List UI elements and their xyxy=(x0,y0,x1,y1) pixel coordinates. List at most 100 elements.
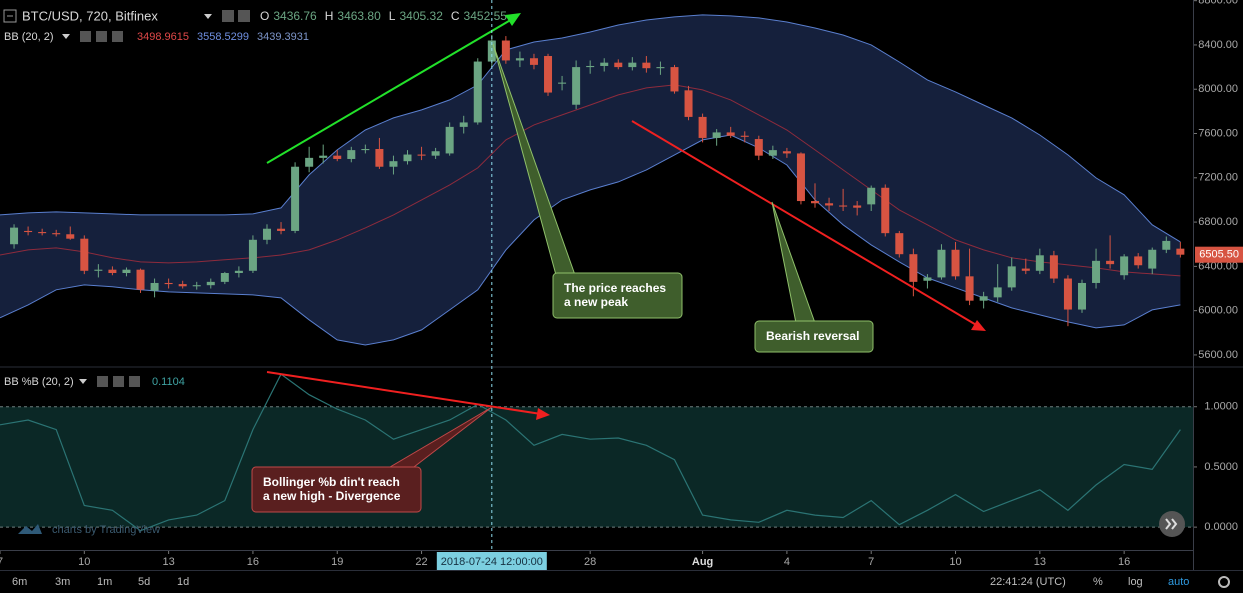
candle-body xyxy=(262,228,271,240)
candle-body xyxy=(234,270,243,274)
candle-body xyxy=(909,254,918,282)
candle-body xyxy=(1049,255,1058,279)
candle-body xyxy=(52,233,61,235)
candle-body xyxy=(487,40,496,62)
bb-value: 3439.3931 xyxy=(257,31,309,43)
range-button[interactable]: 5d xyxy=(138,576,150,588)
eye-icon[interactable] xyxy=(222,10,234,22)
candle-body xyxy=(1120,256,1129,276)
x-tick-label: 7 xyxy=(868,556,874,568)
candle-body xyxy=(319,155,328,158)
settings-icon[interactable] xyxy=(96,31,107,42)
x-tick-label: 10 xyxy=(78,556,90,568)
callout-text: Bearish reversal xyxy=(766,329,859,343)
eye-icon[interactable] xyxy=(97,376,108,387)
candle-body xyxy=(811,201,820,204)
candle-body xyxy=(291,166,300,231)
ohlc-values: O 3436.76 H 3463.80 L 3405.32 C 3452.55 xyxy=(260,9,507,23)
candle-body xyxy=(248,239,257,271)
settings-gear[interactable] xyxy=(1218,576,1230,588)
candle-body xyxy=(698,116,707,138)
header: BTC/USD, 720, Bitfinex O 3436.76 H 3463.80 L… xyxy=(3,8,507,388)
candle-body xyxy=(1063,278,1072,310)
dropdown-icon[interactable] xyxy=(79,379,87,384)
candle-body xyxy=(1148,249,1157,269)
candle-body xyxy=(178,284,187,287)
candle-body xyxy=(614,62,623,68)
option-button[interactable]: % xyxy=(1093,576,1103,588)
candle-body xyxy=(923,277,932,281)
callout-text: The price reaches xyxy=(564,281,666,295)
dropdown-icon[interactable] xyxy=(204,14,212,19)
candle-body xyxy=(80,238,89,271)
ohlc-key: L xyxy=(389,9,396,23)
candle-body xyxy=(1007,266,1016,288)
y-tick-label: 5600.00 xyxy=(1198,349,1238,361)
scroll-icon xyxy=(1165,518,1178,530)
range-button[interactable]: 3m xyxy=(55,576,70,588)
range-button[interactable]: 6m xyxy=(12,576,27,588)
bb-values: 3498.9615 3558.5299 3439.3931 xyxy=(137,31,309,43)
candle-body xyxy=(122,269,131,274)
callout-peak: The price reaches a new peak xyxy=(492,43,683,319)
callout-box xyxy=(251,466,422,513)
candle-body xyxy=(305,157,314,167)
x-tick-label: 10 xyxy=(949,556,961,568)
candle-body xyxy=(24,230,33,233)
candle-body xyxy=(839,205,848,207)
symbol[interactable]: BTC/USD, 720, Bitfinex xyxy=(22,8,158,23)
bb-value: 3558.5299 xyxy=(197,31,249,43)
candles-layer xyxy=(10,34,1185,327)
candle-body xyxy=(965,276,974,301)
ohlc-value: 3452.55 xyxy=(464,9,508,23)
candle-body xyxy=(544,56,553,93)
x-tick-label: 16 xyxy=(1118,556,1130,568)
option-button[interactable]: log xyxy=(1128,576,1143,588)
arrow-head xyxy=(505,13,521,26)
pb-legend-name[interactable]: BB %B (20, 2) xyxy=(4,376,74,388)
candle-body xyxy=(768,150,777,156)
callout-text: Bollinger %b din't reach xyxy=(263,475,400,489)
option-button[interactable]: auto xyxy=(1168,576,1189,588)
candle-body xyxy=(642,62,651,69)
y-tick-label: 1.0000 xyxy=(1204,401,1238,413)
candle-body xyxy=(1035,255,1044,271)
candle-body xyxy=(150,282,159,291)
candle-body xyxy=(445,126,454,154)
eye-icon[interactable] xyxy=(80,31,91,42)
remove-icon[interactable] xyxy=(129,376,140,387)
candle-body xyxy=(782,151,791,154)
bb-value: 3498.9615 xyxy=(137,31,189,43)
candle-body xyxy=(38,232,47,234)
candle-body xyxy=(459,122,468,127)
x-tick-label: 16 xyxy=(247,556,259,568)
candle-body xyxy=(10,227,19,245)
candle-body xyxy=(220,273,229,282)
bb-legend-name[interactable]: BB (20, 2) xyxy=(4,31,54,43)
trend-arrow xyxy=(266,17,515,164)
candle-body xyxy=(333,155,342,159)
y-tick-label: 8800.00 xyxy=(1198,0,1238,7)
range-button[interactable]: 1d xyxy=(177,576,189,588)
candle-body xyxy=(94,269,103,271)
scroll-button[interactable] xyxy=(1159,511,1185,537)
watermark[interactable]: charts by TradingView xyxy=(52,524,160,536)
ohlc-value: 3463.80 xyxy=(337,9,381,23)
candle-body xyxy=(277,228,286,231)
callout-divergence: Bollinger %b din't reach a new high - Di… xyxy=(251,406,493,513)
range-button[interactable]: 1m xyxy=(97,576,112,588)
collapse-icon[interactable] xyxy=(3,9,17,23)
dropdown-icon[interactable] xyxy=(62,34,70,39)
settings-icon[interactable] xyxy=(113,376,124,387)
callout-box xyxy=(552,272,683,319)
pb-legend-value: 0.1104 xyxy=(152,376,185,388)
candle-body xyxy=(558,82,567,84)
settings-icon[interactable] xyxy=(238,10,250,22)
candle-body xyxy=(347,150,356,159)
candle-body xyxy=(1021,268,1030,271)
last-price-label: 6505.50 xyxy=(1199,249,1239,261)
ohlc-key: C xyxy=(451,9,460,23)
remove-icon[interactable] xyxy=(112,31,123,42)
candle-body xyxy=(361,149,370,151)
